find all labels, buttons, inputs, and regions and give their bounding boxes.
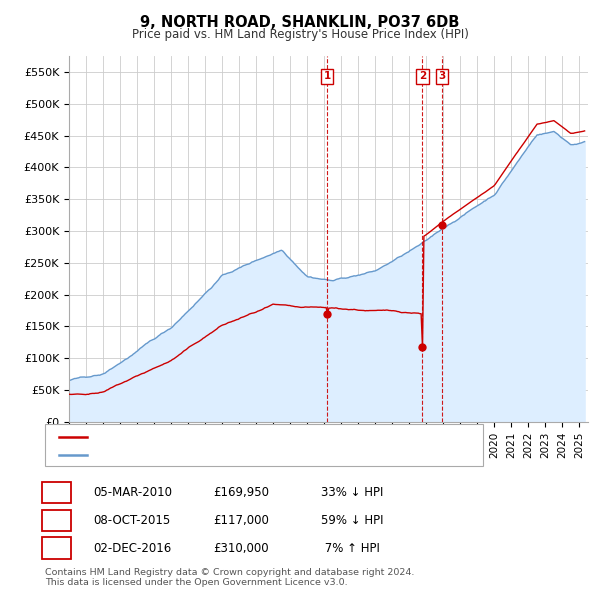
Text: Contains HM Land Registry data © Crown copyright and database right 2024.: Contains HM Land Registry data © Crown c… — [45, 568, 415, 577]
Text: HPI: Average price, detached house, Isle of Wight: HPI: Average price, detached house, Isle… — [93, 450, 351, 460]
Text: 3: 3 — [439, 71, 446, 81]
Text: Price paid vs. HM Land Registry's House Price Index (HPI): Price paid vs. HM Land Registry's House … — [131, 28, 469, 41]
Text: 9, NORTH ROAD, SHANKLIN, PO37 6DB (detached house): 9, NORTH ROAD, SHANKLIN, PO37 6DB (detac… — [93, 432, 389, 442]
Text: 02-DEC-2016: 02-DEC-2016 — [93, 542, 171, 555]
Text: £117,000: £117,000 — [213, 514, 269, 527]
Text: 1: 1 — [323, 71, 331, 81]
Text: This data is licensed under the Open Government Licence v3.0.: This data is licensed under the Open Gov… — [45, 578, 347, 588]
Text: 59% ↓ HPI: 59% ↓ HPI — [321, 514, 383, 527]
Text: £169,950: £169,950 — [213, 486, 269, 499]
Text: 2: 2 — [419, 71, 426, 81]
Text: 05-MAR-2010: 05-MAR-2010 — [93, 486, 172, 499]
Text: 1: 1 — [52, 486, 61, 499]
Text: 33% ↓ HPI: 33% ↓ HPI — [321, 486, 383, 499]
Text: 3: 3 — [52, 542, 61, 555]
Text: 2: 2 — [52, 514, 61, 527]
Text: £310,000: £310,000 — [213, 542, 269, 555]
Text: 08-OCT-2015: 08-OCT-2015 — [93, 514, 170, 527]
Text: 7% ↑ HPI: 7% ↑ HPI — [321, 542, 380, 555]
Text: 9, NORTH ROAD, SHANKLIN, PO37 6DB: 9, NORTH ROAD, SHANKLIN, PO37 6DB — [140, 15, 460, 30]
